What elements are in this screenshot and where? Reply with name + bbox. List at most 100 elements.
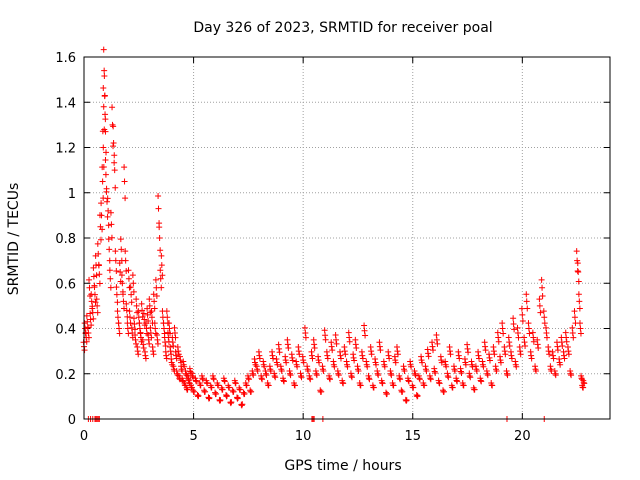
data-point xyxy=(522,342,529,349)
data-point xyxy=(333,340,340,347)
data-point xyxy=(210,376,217,383)
data-point xyxy=(93,296,100,303)
plot-frame xyxy=(83,56,611,420)
data-point xyxy=(530,338,537,345)
data-point xyxy=(493,367,500,374)
data-point xyxy=(420,380,427,387)
data-point xyxy=(525,325,532,332)
data-point xyxy=(295,344,302,351)
y-tick-label: 0.8 xyxy=(55,232,76,247)
data-point xyxy=(276,349,283,356)
data-point xyxy=(560,348,567,355)
data-point xyxy=(305,367,312,374)
data-point xyxy=(343,358,350,365)
y-tick-label: 1.4 xyxy=(55,96,76,111)
data-point xyxy=(141,348,148,355)
data-point xyxy=(490,344,497,351)
data-points xyxy=(80,46,588,422)
data-point xyxy=(224,392,231,399)
data-point xyxy=(332,332,339,339)
data-point xyxy=(91,291,98,298)
data-point xyxy=(99,226,106,233)
data-point xyxy=(300,359,307,366)
data-point xyxy=(576,320,583,327)
data-point xyxy=(549,348,556,355)
data-point xyxy=(117,236,124,243)
data-point xyxy=(494,329,501,336)
data-point xyxy=(85,334,92,341)
data-point xyxy=(383,390,390,397)
data-point xyxy=(348,374,355,381)
data-point xyxy=(527,348,534,355)
data-point xyxy=(81,320,88,327)
data-point xyxy=(112,257,119,264)
data-point xyxy=(397,376,404,383)
data-point xyxy=(481,339,488,346)
data-point xyxy=(137,329,144,336)
data-point xyxy=(541,314,548,321)
data-point xyxy=(113,291,120,298)
data-point xyxy=(170,363,177,370)
data-point xyxy=(317,387,324,394)
data-point xyxy=(326,372,333,379)
data-point xyxy=(483,368,490,375)
y-tick-label: 0.6 xyxy=(55,277,76,292)
data-point xyxy=(447,351,454,358)
data-point xyxy=(564,344,571,351)
data-point xyxy=(120,291,127,298)
data-point xyxy=(187,382,194,389)
data-point xyxy=(448,382,455,389)
data-point xyxy=(220,375,227,382)
data-point xyxy=(565,351,572,358)
data-point xyxy=(214,380,221,387)
data-point xyxy=(247,387,254,394)
data-point xyxy=(87,310,94,317)
data-point xyxy=(94,309,101,316)
data-point xyxy=(290,380,297,387)
data-point xyxy=(318,388,325,395)
data-point xyxy=(119,280,126,287)
data-point xyxy=(193,378,200,385)
data-point xyxy=(86,276,93,283)
data-point xyxy=(146,296,153,303)
data-point xyxy=(306,372,313,379)
data-point xyxy=(312,368,319,375)
data-point xyxy=(514,324,521,331)
data-point xyxy=(209,372,216,379)
data-point xyxy=(516,344,523,351)
data-point xyxy=(579,376,586,383)
data-point xyxy=(155,192,162,199)
data-point xyxy=(552,372,559,379)
data-point xyxy=(158,252,165,259)
data-point xyxy=(151,305,158,312)
data-point xyxy=(145,317,152,324)
data-point xyxy=(358,348,365,355)
data-point xyxy=(123,307,130,314)
data-point xyxy=(412,372,419,379)
data-point xyxy=(114,299,121,306)
data-point xyxy=(514,330,521,337)
data-point xyxy=(199,376,206,383)
data-point xyxy=(302,330,309,337)
data-point xyxy=(92,299,99,306)
data-point xyxy=(524,305,531,312)
data-point xyxy=(534,336,541,343)
data-point xyxy=(444,370,451,377)
data-point xyxy=(580,377,587,384)
data-point xyxy=(308,348,315,355)
data-point xyxy=(307,376,314,383)
data-point xyxy=(125,267,132,274)
data-point xyxy=(286,368,293,375)
data-point xyxy=(140,310,147,317)
data-point xyxy=(455,348,462,355)
data-point xyxy=(212,389,219,396)
data-point xyxy=(157,267,164,274)
data-point xyxy=(400,363,407,370)
data-point xyxy=(561,355,568,362)
data-point xyxy=(218,384,225,391)
data-point xyxy=(115,320,122,327)
data-point xyxy=(127,320,134,327)
y-tick-label: 0 xyxy=(68,413,76,428)
data-point xyxy=(496,353,503,360)
data-point xyxy=(315,353,322,360)
